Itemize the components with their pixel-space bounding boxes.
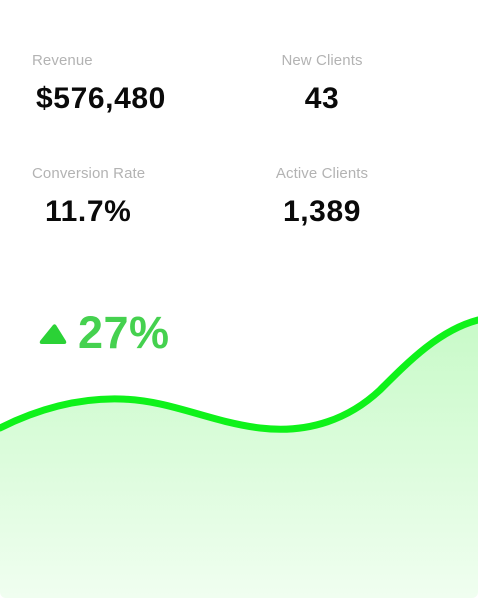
- stat-conversion-rate: Conversion Rate 11.7%: [0, 165, 195, 230]
- trend-wave-chart: [0, 316, 478, 598]
- stat-label: Active Clients: [275, 165, 369, 182]
- triangle-up-icon: [39, 324, 67, 344]
- wave-line: [0, 316, 478, 433]
- stat-new-clients: New Clients 43: [217, 52, 427, 117]
- trend-indicator: 27%: [38, 308, 170, 358]
- trend-percentage: 27%: [78, 307, 170, 358]
- stat-label: Conversion Rate: [32, 165, 146, 182]
- stat-value: $576,480: [36, 82, 166, 115]
- stat-value: 1,389: [282, 195, 362, 228]
- stat-value: 11.7%: [45, 195, 132, 228]
- stat-revenue: Revenue $576,480: [10, 52, 220, 117]
- stat-value: 43: [304, 82, 340, 115]
- stat-label: Revenue: [32, 52, 93, 69]
- stat-label: New Clients: [281, 52, 363, 69]
- stat-active-clients: Active Clients 1,389: [217, 165, 427, 230]
- wave-area: [0, 320, 478, 598]
